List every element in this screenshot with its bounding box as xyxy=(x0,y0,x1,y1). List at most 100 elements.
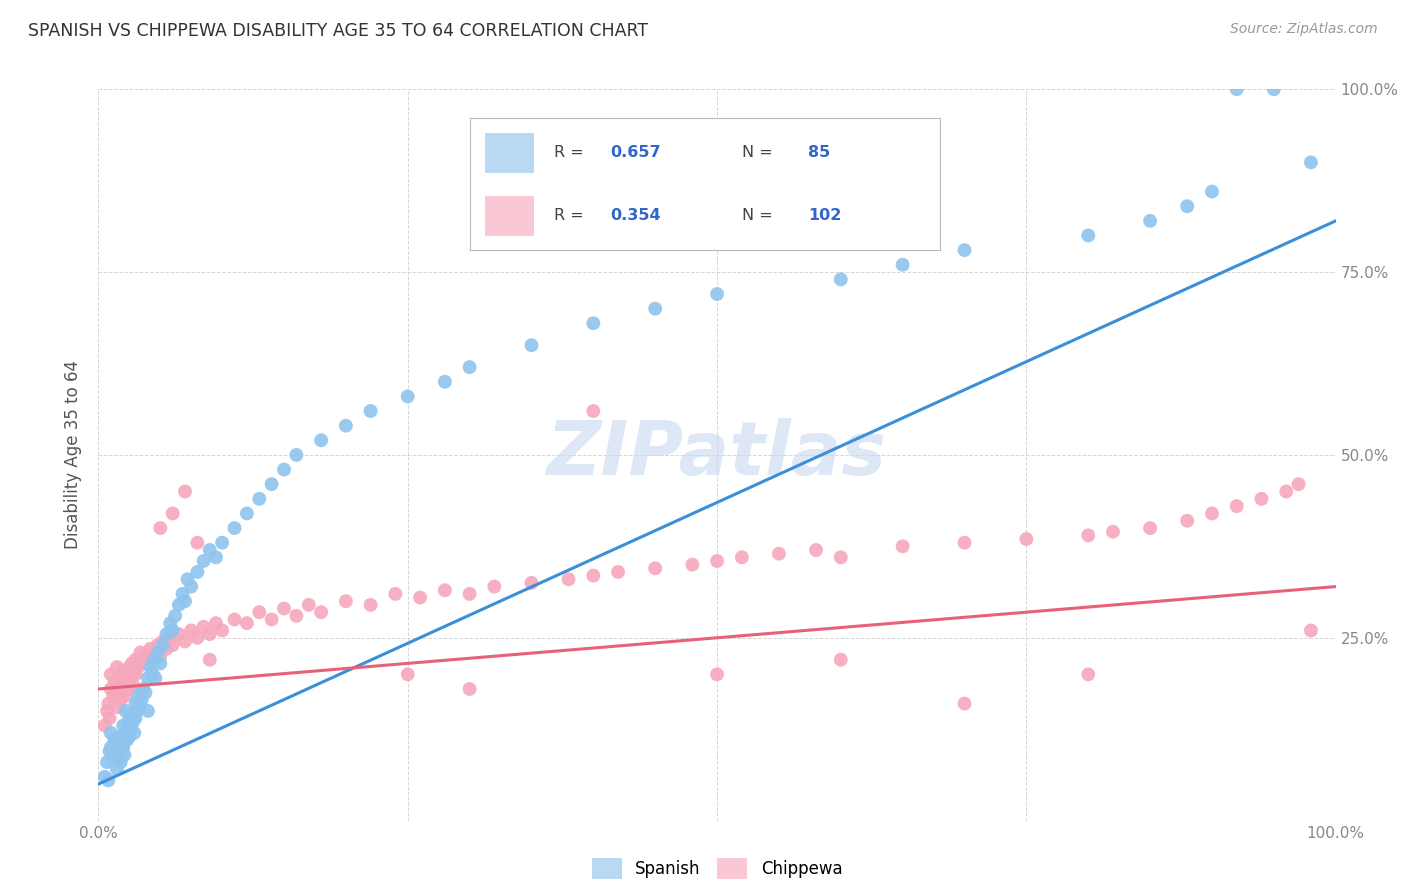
Point xyxy=(112,718,135,732)
Point xyxy=(111,744,134,758)
Point xyxy=(205,550,228,565)
Point xyxy=(143,671,166,685)
Point xyxy=(180,580,202,594)
Point xyxy=(98,744,121,758)
Point xyxy=(768,547,790,561)
Point xyxy=(124,667,146,681)
Point xyxy=(139,660,162,674)
Point xyxy=(830,653,852,667)
Point xyxy=(134,649,156,664)
Point xyxy=(112,747,135,762)
Point xyxy=(309,434,332,448)
Point xyxy=(96,704,118,718)
Point xyxy=(118,711,141,725)
Point xyxy=(198,653,221,667)
Point xyxy=(433,375,456,389)
Point xyxy=(100,681,122,696)
Point xyxy=(134,686,156,700)
Point xyxy=(706,554,728,568)
Point xyxy=(93,718,115,732)
Point xyxy=(409,591,432,605)
Text: R =: R = xyxy=(554,208,589,223)
Point xyxy=(644,561,666,575)
Point xyxy=(309,605,332,619)
Point xyxy=(115,733,138,747)
Point xyxy=(582,316,605,330)
Point xyxy=(247,491,270,506)
Point xyxy=(114,704,136,718)
Point xyxy=(891,258,914,272)
Point xyxy=(211,535,233,549)
Point xyxy=(105,737,128,751)
Point xyxy=(132,657,155,671)
Point xyxy=(1201,185,1223,199)
Point xyxy=(103,690,125,704)
Point xyxy=(149,657,172,671)
Point xyxy=(167,598,190,612)
Text: 0.657: 0.657 xyxy=(610,145,661,160)
Point xyxy=(1175,514,1198,528)
Point xyxy=(108,740,131,755)
Point xyxy=(111,686,134,700)
Point xyxy=(335,594,357,608)
Point xyxy=(953,697,976,711)
Point xyxy=(1175,199,1198,213)
FancyBboxPatch shape xyxy=(484,194,536,237)
Point xyxy=(1077,228,1099,243)
Point xyxy=(1299,155,1322,169)
Point xyxy=(146,645,169,659)
Point xyxy=(644,301,666,316)
Point xyxy=(1226,499,1249,513)
Point xyxy=(118,730,141,744)
Point xyxy=(93,770,115,784)
Text: R =: R = xyxy=(554,145,589,160)
Point xyxy=(1250,491,1272,506)
Point xyxy=(114,726,136,740)
Point xyxy=(96,755,118,769)
Point xyxy=(396,667,419,681)
Point xyxy=(105,763,128,777)
Point xyxy=(236,507,259,521)
Point xyxy=(273,462,295,476)
Point xyxy=(110,730,132,744)
Point xyxy=(607,565,630,579)
Point xyxy=(186,535,208,549)
Point xyxy=(142,649,165,664)
Point xyxy=(458,587,481,601)
Point xyxy=(103,747,125,762)
Point xyxy=(1139,214,1161,228)
Point xyxy=(136,704,159,718)
Y-axis label: Disability Age 35 to 64: Disability Age 35 to 64 xyxy=(65,360,83,549)
Point xyxy=(132,681,155,696)
Point xyxy=(681,558,703,572)
Point xyxy=(582,404,605,418)
Text: 85: 85 xyxy=(808,145,831,160)
Point xyxy=(117,718,139,732)
Point xyxy=(142,667,165,681)
Point xyxy=(180,624,202,638)
Text: 102: 102 xyxy=(808,208,842,223)
Point xyxy=(186,565,208,579)
Point xyxy=(110,693,132,707)
Point xyxy=(1077,528,1099,542)
Point xyxy=(103,733,125,747)
Point xyxy=(120,723,142,737)
Point xyxy=(114,674,136,689)
Point xyxy=(186,631,208,645)
Point xyxy=(103,674,125,689)
Point xyxy=(1201,507,1223,521)
Point xyxy=(112,740,135,755)
Point xyxy=(122,714,145,729)
Point xyxy=(165,608,187,623)
Point xyxy=(120,671,142,685)
Point xyxy=(458,360,481,375)
Point xyxy=(484,580,506,594)
Point xyxy=(112,690,135,704)
Point xyxy=(174,484,197,499)
Point xyxy=(162,638,184,652)
Text: N =: N = xyxy=(742,145,778,160)
Point xyxy=(1299,624,1322,638)
Point xyxy=(830,550,852,565)
Point xyxy=(124,697,146,711)
Point xyxy=(159,631,181,645)
